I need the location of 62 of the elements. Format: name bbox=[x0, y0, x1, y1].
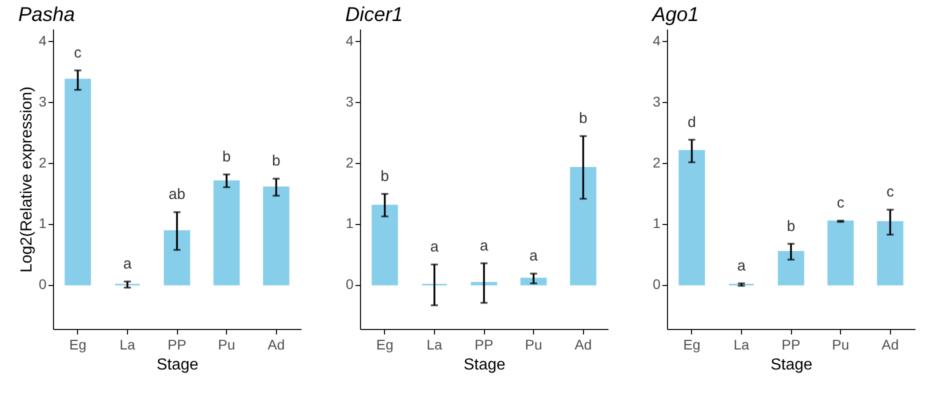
y-tick-label: 4 bbox=[346, 32, 354, 49]
x-tick-label: Eg bbox=[376, 336, 394, 352]
y-tick-label: 1 bbox=[38, 215, 47, 232]
y-tick-label: 4 bbox=[38, 32, 47, 49]
annotation: a bbox=[737, 257, 746, 274]
y-tick-label: 4 bbox=[652, 32, 661, 49]
x-tick-label: La bbox=[426, 336, 442, 352]
x-tick-label: Ad bbox=[574, 336, 592, 352]
annotation: ab bbox=[168, 186, 186, 204]
x-axis-title: Stage bbox=[770, 356, 813, 374]
annotation: b bbox=[380, 168, 389, 185]
bar bbox=[164, 230, 190, 286]
x-tick-label: Pu bbox=[832, 336, 850, 352]
x-tick-label: Eg bbox=[69, 336, 86, 352]
y-axis-title: Log2(Relative expression) bbox=[18, 86, 36, 272]
x-axis-title: Stage bbox=[156, 356, 199, 374]
bar bbox=[372, 204, 398, 286]
y-tick-label: 3 bbox=[346, 94, 354, 110]
x-tick-label: PP bbox=[782, 336, 800, 352]
x-tick-label: Pu bbox=[218, 336, 236, 352]
x-tick-label: Ad bbox=[268, 336, 285, 352]
annotation: a bbox=[529, 248, 538, 265]
annotation: a bbox=[123, 256, 132, 273]
annotation: d bbox=[688, 114, 696, 131]
bar bbox=[877, 221, 904, 286]
annotation: b bbox=[579, 110, 588, 128]
y-tick-label: 1 bbox=[652, 215, 661, 232]
bar bbox=[213, 180, 240, 286]
x-tick-label: La bbox=[120, 336, 136, 352]
annotation: c bbox=[74, 44, 82, 62]
y-tick-label: 2 bbox=[38, 154, 47, 170]
bar bbox=[263, 186, 290, 286]
x-tick-label: Eg bbox=[683, 336, 700, 352]
bar bbox=[827, 220, 854, 286]
bar bbox=[778, 250, 804, 286]
annotation: c bbox=[836, 194, 845, 212]
annotation: a bbox=[430, 238, 440, 256]
chart-title: Ago1 bbox=[651, 4, 699, 26]
y-tick-label: 3 bbox=[38, 94, 47, 110]
x-tick-label: La bbox=[734, 336, 750, 352]
bar bbox=[678, 150, 705, 286]
annotation: a bbox=[480, 237, 489, 254]
y-tick-label: 1 bbox=[346, 215, 354, 232]
annotation: c bbox=[886, 184, 894, 201]
y-tick-label: 0 bbox=[38, 276, 47, 292]
annotation: b bbox=[786, 218, 796, 235]
chart-title: Pasha bbox=[18, 4, 75, 26]
x-tick-label: PP bbox=[168, 336, 186, 352]
chart-title: Dicer1 bbox=[345, 4, 404, 26]
x-axis-title: Stage bbox=[464, 356, 506, 374]
bar bbox=[64, 78, 91, 286]
y-tick-label: 0 bbox=[346, 276, 354, 292]
annotation: b bbox=[222, 148, 231, 166]
y-tick-label: 0 bbox=[652, 276, 661, 292]
y-tick-label: 2 bbox=[346, 154, 354, 170]
x-tick-label: Pu bbox=[525, 336, 542, 352]
y-tick-label: 3 bbox=[652, 94, 661, 110]
y-tick-label: 2 bbox=[652, 154, 661, 170]
x-tick-label: PP bbox=[474, 336, 494, 352]
annotation: b bbox=[272, 152, 280, 170]
x-tick-label: Ad bbox=[882, 336, 899, 352]
bar bbox=[570, 166, 596, 286]
